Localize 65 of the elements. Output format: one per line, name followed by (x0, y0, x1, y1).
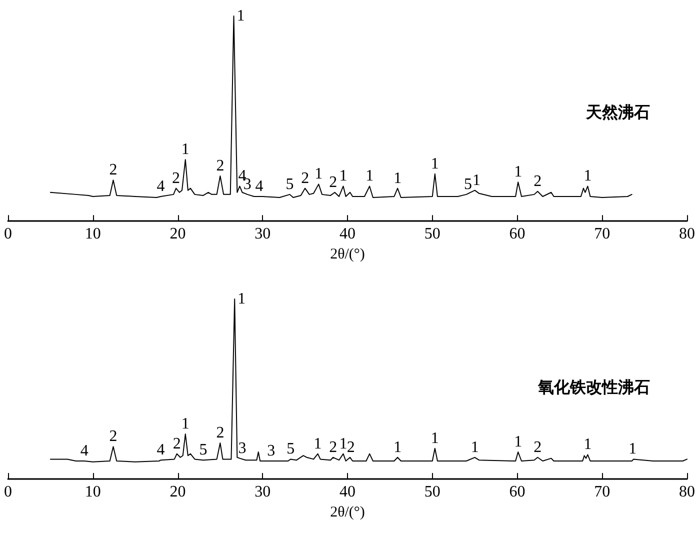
annotation: 4 (156, 178, 165, 195)
annotation: 2 (216, 424, 224, 442)
annotation: 1 (181, 141, 190, 158)
x-tick-label: 70 (594, 226, 610, 243)
x-tick-label: 80 (679, 484, 695, 500)
x-tick-label: 10 (84, 226, 101, 243)
annotation: 1 (314, 166, 323, 183)
annotation: 2 (534, 172, 542, 190)
annotation: 5 (286, 440, 295, 458)
annotation: 2 (301, 170, 310, 187)
annotation: 2 (329, 174, 338, 191)
annotation: 1 (472, 172, 481, 189)
annotation: 4 (156, 442, 165, 459)
annotation: 1 (430, 155, 439, 172)
x-tick-label: 80 (679, 226, 695, 243)
annotation: 1 (181, 416, 190, 432)
x-tick-label: 30 (254, 226, 271, 243)
x-tick-label: 60 (509, 226, 526, 243)
annotation: 4 (80, 442, 88, 460)
annotation: 1 (394, 438, 402, 456)
x-tick-label: 60 (509, 484, 526, 500)
annotation: 2 (329, 438, 338, 456)
annotation: 4 (255, 178, 264, 195)
annotation: 4 (238, 168, 246, 185)
annotation: 2 (172, 170, 180, 187)
x-tick-label: 30 (254, 484, 271, 500)
x-axis-title: 2θ/(°) (330, 246, 365, 262)
annotation: 2 (216, 157, 224, 174)
text: 天然沸石 (585, 104, 650, 122)
annotation: 1 (430, 430, 439, 447)
x-tick-label: 50 (424, 484, 440, 500)
x-tick-label: 50 (424, 226, 440, 243)
annotation: 1 (470, 438, 479, 456)
annotation: 2 (172, 435, 181, 452)
x-tick-label: 40 (340, 226, 356, 243)
annotation: 5 (199, 442, 208, 459)
x-tick-label: 10 (84, 484, 101, 500)
x-tick-label: 0 (4, 484, 12, 500)
annotation: 2 (346, 438, 355, 456)
annotation: 1 (394, 170, 402, 187)
annotation: 2 (534, 438, 542, 456)
annotation: 1 (584, 436, 592, 454)
annotation: 1 (584, 168, 592, 185)
x-axis-title: 2θ/(°) (330, 504, 365, 520)
annotation: 3 (267, 442, 276, 460)
annotation: 1 (339, 168, 348, 185)
x-tick-label: 20 (170, 226, 186, 243)
x-tick-label: 0 (4, 226, 12, 243)
x-tick-label: 40 (340, 484, 356, 500)
annotation: 1 (339, 435, 348, 452)
annotation: 5 (464, 176, 472, 193)
annotation: 5 (286, 176, 294, 193)
annotation: 1 (514, 434, 522, 450)
annotation: 3 (238, 440, 246, 457)
annotation: 1 (514, 164, 522, 181)
x-tick-label: 70 (594, 484, 610, 500)
annotation: 2 (109, 428, 118, 446)
annotation: 1 (238, 290, 246, 308)
annotation: 1 (236, 8, 245, 24)
annotation: 1 (366, 168, 374, 185)
x-tick-label: 20 (170, 484, 186, 500)
text: 氧化铁改性沸石 (537, 378, 650, 396)
annotation: 1 (314, 435, 322, 452)
annotation: 2 (109, 162, 118, 179)
annotation: 1 (628, 440, 637, 458)
